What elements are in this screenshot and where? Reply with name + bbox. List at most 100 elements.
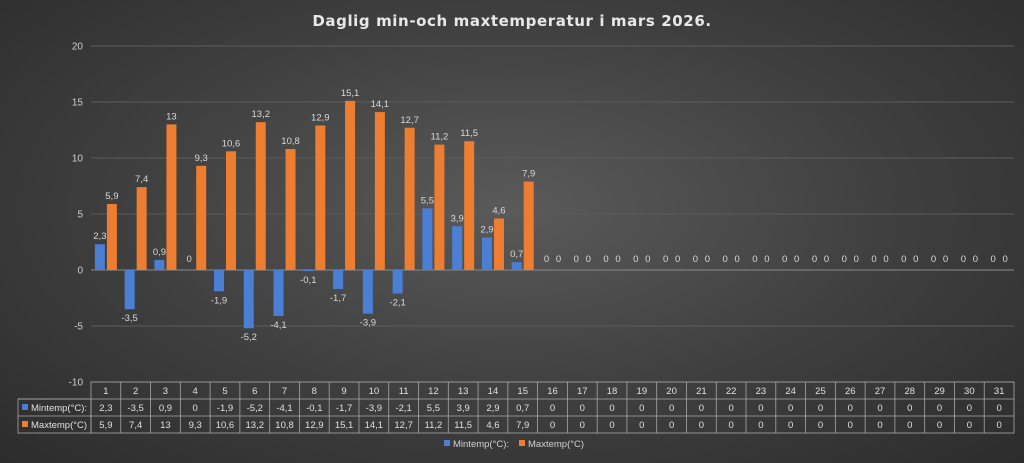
- min-temp-row-header: Mintemp(°C):: [31, 403, 87, 414]
- table-max-value: 0: [996, 420, 1001, 431]
- max-temp-label: 0: [1002, 254, 1007, 265]
- min-temp-label: 0: [812, 254, 817, 265]
- data-table: 1 2,3 5,9 2 -3,5 7,4 3 0,9 13 4 0 9,3 5 -1,9 10,6 6 -5,2…: [17, 381, 1015, 434]
- table-min-value: -1,7: [336, 403, 352, 414]
- max-temp-label: 0: [973, 254, 978, 265]
- max-temp-label: 11,5: [460, 128, 478, 139]
- max-temp-bar: [166, 124, 177, 271]
- table-category: 15: [517, 386, 528, 397]
- max-temp-bar: [225, 151, 236, 270]
- y-tick-label: -10: [69, 378, 84, 389]
- table-category: 18: [607, 386, 618, 397]
- table-max-value: 0: [669, 420, 674, 431]
- min-temp-bar: [422, 208, 433, 270]
- y-tick-label: 20: [72, 42, 84, 53]
- max-temp-label: 13,2: [252, 109, 271, 120]
- max-temp-label: 0: [824, 254, 829, 265]
- min-temp-bar: [213, 270, 224, 292]
- max-temp-label: 11,2: [431, 132, 449, 143]
- max-temp-label: 4,6: [492, 205, 505, 216]
- legend-max-label: Maxtemp(°C): [528, 439, 584, 450]
- min-temp-bar: [362, 270, 373, 314]
- table-min-value: 0: [550, 403, 555, 414]
- table-min-value: -3,9: [366, 403, 382, 414]
- min-temp-bar: [273, 270, 284, 316]
- table-max-value: 12,7: [394, 420, 413, 431]
- table-max-value: 0: [609, 420, 614, 431]
- table-category: 16: [547, 386, 558, 397]
- max-temp-label: 5,9: [105, 191, 118, 202]
- chart-title: Daglig min-och maxtemperatur i mars 2026…: [312, 12, 711, 30]
- min-temp-label: 0: [782, 254, 787, 265]
- min-temp-label: -3,9: [360, 318, 376, 329]
- max-temp-bar: [374, 112, 385, 270]
- min-temp-bar: [94, 244, 105, 270]
- min-temp-label: -0,1: [300, 275, 316, 286]
- min-temp-label: 0: [663, 254, 668, 265]
- table-category: 7: [282, 386, 287, 397]
- table-max-value: 13: [160, 420, 171, 431]
- min-temp-bar: [303, 270, 314, 272]
- table-category: 13: [458, 386, 469, 397]
- table-category: 3: [163, 386, 168, 397]
- max-temp-bar: [493, 218, 504, 270]
- min-temp-label: 0: [574, 254, 579, 265]
- legend-min-label: Mintemp(°C):: [453, 439, 509, 450]
- table-max-value: 0: [848, 420, 853, 431]
- min-temp-label: 2,3: [93, 231, 106, 242]
- min-temp-label: 0: [633, 254, 638, 265]
- min-temp-bar: [243, 270, 254, 329]
- table-min-value: 0,7: [516, 403, 529, 414]
- table-max-value: 12,9: [305, 420, 324, 431]
- table-max-value: 0: [937, 420, 942, 431]
- table-min-value: 3,9: [457, 403, 470, 414]
- table-min-value: 0: [699, 403, 704, 414]
- max-temp-label: 0: [943, 254, 948, 265]
- max-temp-bar: [285, 149, 296, 270]
- table-min-value: 0: [937, 403, 942, 414]
- table-min-value: 0: [907, 403, 912, 414]
- max-temp-label: 9,3: [195, 153, 208, 164]
- table-category: 4: [193, 386, 198, 397]
- table-max-value: 11,2: [425, 420, 443, 431]
- table-max-value: 4,6: [486, 420, 499, 431]
- table-category: 19: [637, 386, 648, 397]
- table-min-value: 0: [848, 403, 853, 414]
- table-min-value: 0: [728, 403, 733, 414]
- max-temp-label: 0: [586, 254, 591, 265]
- table-min-value: 0: [788, 403, 793, 414]
- y-tick-label: 15: [72, 98, 84, 109]
- min-temp-label: -5,2: [241, 332, 257, 343]
- max-temp-label: 0: [854, 254, 859, 265]
- max-temp-bar: [345, 100, 356, 270]
- max-temp-key: [22, 421, 28, 427]
- table-category: 25: [815, 386, 826, 397]
- table-min-value: 0: [193, 403, 198, 414]
- min-temp-label: 3,9: [451, 213, 464, 224]
- table-max-value: 15,1: [335, 420, 354, 431]
- max-temp-label: 12,7: [400, 115, 419, 126]
- min-temp-bar: [154, 259, 165, 270]
- table-min-value: 2,3: [99, 403, 112, 414]
- legend-max-swatch: [519, 440, 525, 446]
- table-min-value: 0: [609, 403, 614, 414]
- max-temp-row-header: Maxtemp(°C): [31, 420, 87, 431]
- table-category: 26: [845, 386, 856, 397]
- table-max-value: 5,9: [99, 420, 112, 431]
- table-min-value: 2,9: [486, 403, 499, 414]
- max-temp-label: 0: [883, 254, 888, 265]
- max-temp-bar: [523, 181, 534, 270]
- table-min-value: 0: [818, 403, 823, 414]
- table-min-value: 0,9: [159, 403, 172, 414]
- min-temp-key: [22, 404, 28, 410]
- y-tick-label: 5: [77, 210, 83, 221]
- table-category: 22: [726, 386, 737, 397]
- max-temp-bar: [196, 165, 207, 270]
- table-max-value: 10,8: [275, 420, 294, 431]
- min-temp-label: 0: [693, 254, 698, 265]
- min-temp-label: -2,1: [389, 298, 405, 309]
- table-min-value: 0: [996, 403, 1001, 414]
- table-category: 20: [666, 386, 677, 397]
- table-min-value: 0: [639, 403, 644, 414]
- min-temp-label: -4,1: [270, 320, 286, 331]
